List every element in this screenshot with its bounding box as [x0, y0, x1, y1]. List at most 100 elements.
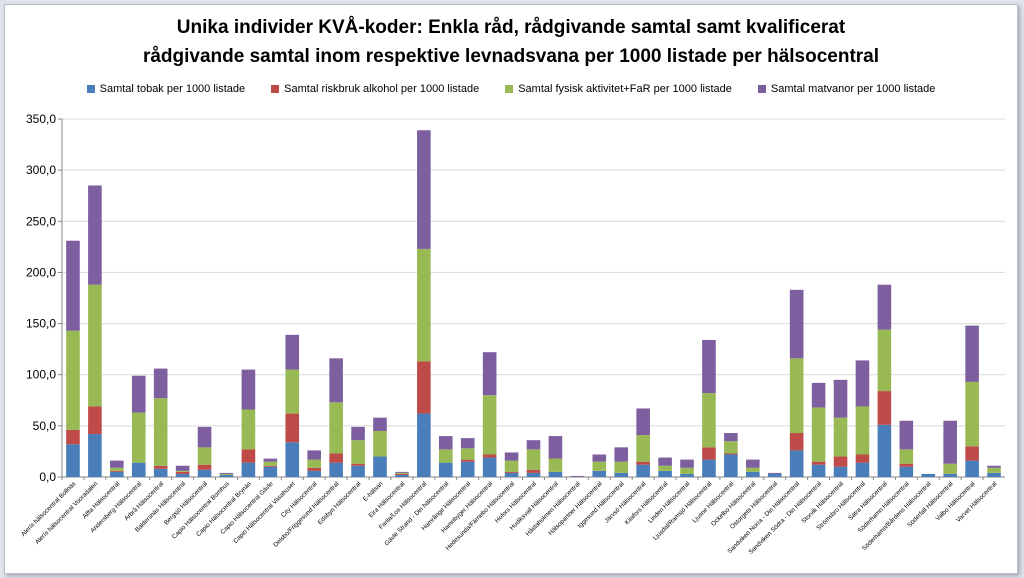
- bar-alkohol: [965, 446, 979, 461]
- legend-label-matvanor: Samtal matvanor per 1000 listade: [770, 83, 936, 95]
- bar-tobak: [943, 473, 957, 477]
- bar-fysisk: [987, 467, 1001, 473]
- legend-item-fysisk: Samtal fysisk aktivitet+FaR per 1000 lis…: [505, 83, 732, 95]
- bar-alkohol: [175, 471, 190, 474]
- bar-alkohol: [460, 459, 475, 462]
- bar-matvanor: [548, 436, 563, 459]
- bar-matvanor: [789, 289, 804, 359]
- bar-tobak: [789, 450, 804, 477]
- bar-matvanor: [438, 436, 453, 450]
- bar-tobak: [373, 456, 387, 477]
- bar-matvanor: [987, 465, 1001, 468]
- y-tick-label: 250,0: [26, 214, 56, 228]
- bar-tobak: [66, 444, 80, 477]
- bar-fysisk: [329, 402, 343, 454]
- bar-matvanor: [767, 472, 782, 474]
- bar-fysisk: [110, 467, 124, 471]
- bar-matvanor: [88, 185, 102, 285]
- bar-matvanor: [131, 375, 146, 413]
- bar-matvanor: [811, 382, 826, 408]
- bar-fysisk: [307, 459, 321, 468]
- bar-tobak: [482, 457, 497, 477]
- bar-fysisk: [965, 381, 979, 447]
- bar-alkohol: [395, 473, 409, 475]
- bar-fysisk: [351, 440, 365, 464]
- legend-item-tobak: Samtal tobak per 1000 listade: [86, 83, 245, 95]
- bar-matvanor: [153, 368, 168, 399]
- bar-tobak: [241, 462, 256, 477]
- legend: Samtal tobak per 1000 listade Samtal ris…: [5, 83, 1017, 95]
- bar-fysisk: [66, 330, 80, 430]
- bar-alkohol: [241, 449, 256, 463]
- bar-alkohol: [833, 456, 848, 467]
- bar-alkohol: [877, 391, 892, 425]
- bar-alkohol: [329, 453, 343, 463]
- bar-matvanor: [680, 459, 694, 468]
- legend-swatch-alkohol: [271, 85, 280, 93]
- bar-chart-plot: 0,050,0100,0150,0200,0250,0300,0350,0Ale…: [20, 112, 1005, 556]
- bar-alkohol: [197, 464, 212, 470]
- bar-fysisk: [263, 461, 278, 466]
- bar-matvanor: [329, 358, 343, 403]
- bar-tobak: [877, 424, 892, 477]
- bar-fysisk: [197, 447, 212, 465]
- bar-matvanor: [943, 420, 957, 464]
- bar-matvanor: [482, 352, 497, 396]
- legend-swatch-tobak: [86, 85, 95, 93]
- bar-alkohol: [789, 433, 804, 451]
- bar-fysisk: [614, 461, 629, 473]
- chart-frame: Unika individer KVÅ-koder: Enkla råd, rå…: [4, 4, 1018, 574]
- bar-fysisk: [811, 407, 826, 462]
- x-tick-label: Varvet Hälsocentral: [955, 480, 998, 523]
- bar-fysisk: [702, 393, 716, 448]
- bar-matvanor: [965, 325, 979, 382]
- bar-matvanor: [263, 458, 278, 462]
- bar-tobak: [636, 464, 650, 477]
- bar-tobak: [131, 462, 146, 477]
- bar-alkohol: [526, 469, 541, 473]
- bar-matvanor: [285, 334, 300, 370]
- bar-alkohol: [263, 465, 278, 467]
- bar-tobak: [724, 454, 738, 477]
- bar-alkohol: [66, 429, 80, 445]
- bar-matvanor: [614, 447, 629, 462]
- bar-fysisk: [504, 460, 519, 472]
- legend-swatch-fysisk: [505, 85, 514, 93]
- bar-tobak: [395, 474, 409, 477]
- bar-matvanor: [219, 472, 234, 474]
- bar-matvanor: [899, 420, 914, 450]
- bar-tobak: [460, 461, 475, 477]
- bar-tobak: [987, 472, 1001, 477]
- bar-tobak: [351, 465, 365, 477]
- y-tick-label: 150,0: [26, 317, 56, 331]
- bar-matvanor: [241, 369, 256, 410]
- bar-matvanor: [658, 457, 672, 466]
- bar-fysisk: [746, 467, 760, 472]
- bar-tobak: [110, 471, 124, 477]
- bar-matvanor: [66, 240, 80, 331]
- bar-tobak: [702, 459, 716, 477]
- bar-tobak: [504, 472, 519, 477]
- bar-matvanor: [110, 460, 124, 468]
- bar-fysisk: [482, 395, 497, 455]
- bar-tobak: [307, 470, 321, 477]
- bar-matvanor: [351, 426, 365, 441]
- bar-fysisk: [460, 448, 475, 460]
- bar-fysisk: [789, 358, 804, 434]
- bar-tobak: [88, 434, 102, 477]
- bar-fysisk: [526, 449, 541, 470]
- legend-swatch-matvanor: [757, 85, 766, 93]
- bar-fysisk: [131, 412, 146, 463]
- bar-alkohol: [153, 465, 168, 469]
- legend-label-alkohol: Samtal riskbruk alkohol per 1000 listade: [284, 83, 480, 95]
- bar-tobak: [592, 470, 607, 477]
- bar-alkohol: [855, 454, 870, 463]
- bar-matvanor: [592, 454, 607, 462]
- bar-fysisk: [724, 441, 738, 454]
- bar-matvanor: [417, 130, 431, 249]
- bar-tobak: [680, 473, 694, 477]
- x-tick-label: Sätra Hälsocentral: [847, 480, 889, 522]
- bar-matvanor: [175, 465, 190, 471]
- bar-fysisk: [592, 461, 607, 471]
- bar-tobak: [811, 464, 826, 477]
